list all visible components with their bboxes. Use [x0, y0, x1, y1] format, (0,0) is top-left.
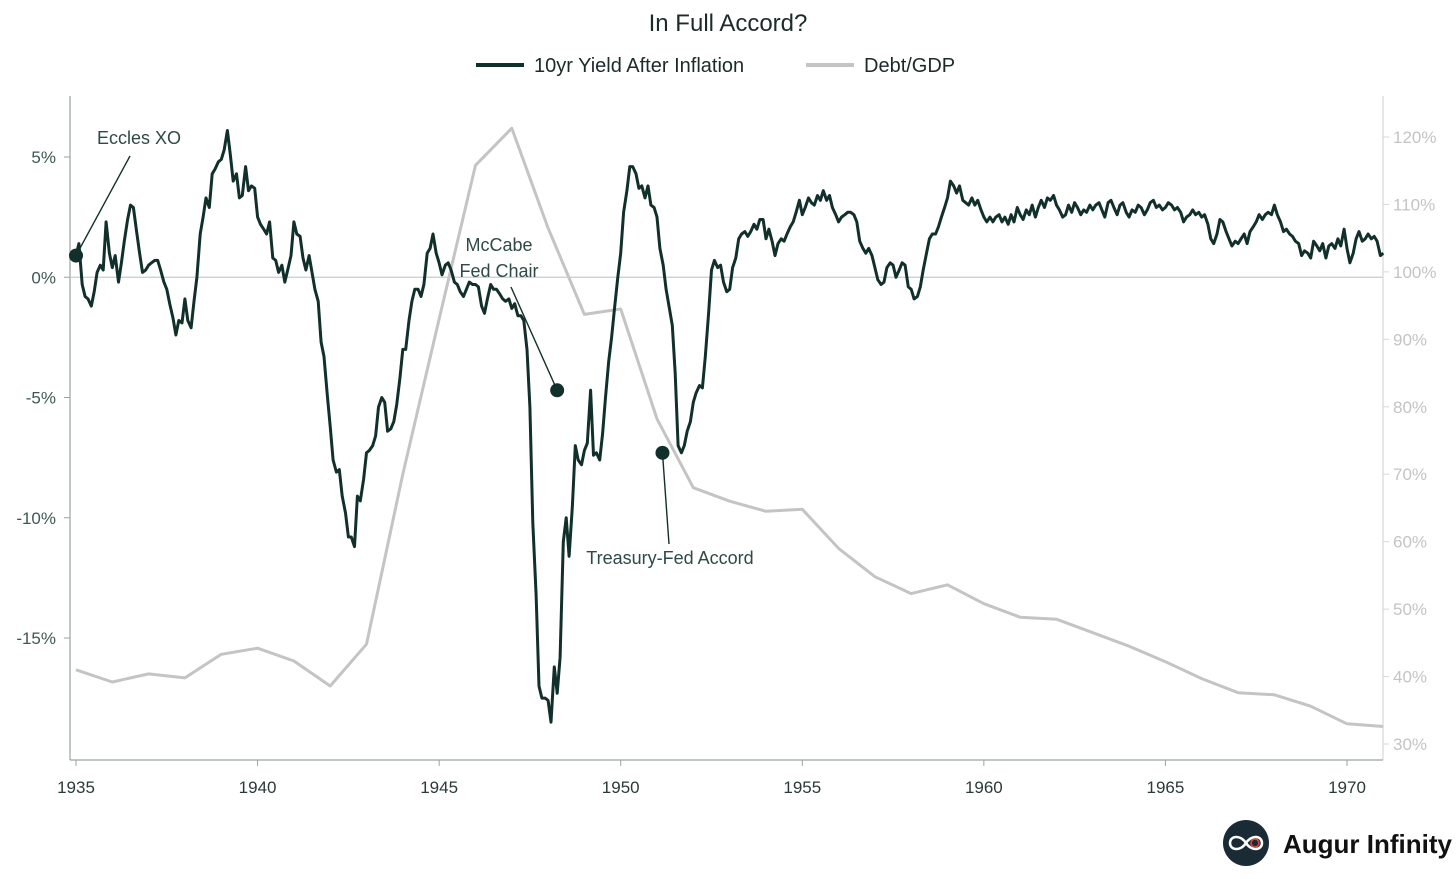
y-left-tick-label: -5%: [26, 389, 56, 408]
mccabe-fed-chair-label: McCabe: [465, 235, 532, 255]
x-tick-label: 1955: [783, 778, 821, 797]
y-left-tick-label: 5%: [31, 148, 56, 167]
yield-line: [74, 129, 1385, 724]
y-left-tick-label: -10%: [16, 509, 56, 528]
treasury-fed-accord-label: Treasury-Fed Accord: [586, 548, 753, 568]
y-right-tick-label: 40%: [1393, 668, 1427, 687]
x-tick-label: 1950: [602, 778, 640, 797]
debt-gdp-line: [75, 126, 1384, 728]
y-right-tick-label: 30%: [1393, 735, 1427, 754]
yield-series: [74, 129, 1385, 724]
infinity-icon-accent: [1250, 838, 1260, 848]
eccles-xo-marker: [69, 248, 83, 263]
y-right-tick-label: 70%: [1393, 465, 1427, 484]
x-tick-label: 1935: [57, 778, 95, 797]
y-left-tick-label: 0%: [31, 268, 56, 287]
mccabe-fed-chair-marker: [550, 383, 565, 398]
annotations: Eccles XO McCabe Fed Chair Treasury-Fed Acc…: [69, 128, 754, 568]
chart-title: In Full Accord?: [649, 10, 808, 37]
legend: 10yr Yield After Inflation Debt/GDP: [476, 55, 955, 77]
y-right-tick-label: 90%: [1393, 330, 1427, 349]
mccabe-fed-chair-leader: [510, 286, 558, 391]
y-right-tick-label: 50%: [1393, 600, 1427, 619]
mccabe-fed-chair-label: Fed Chair: [459, 261, 538, 281]
infinity-icon-glyph: [1228, 835, 1264, 851]
eccles-xo-leader: [75, 155, 131, 256]
legend-label-debt: Debt/GDP: [864, 55, 955, 77]
eccles-xo-label: Eccles XO: [97, 128, 181, 148]
y-right-tick-label: 80%: [1393, 398, 1427, 417]
x-tick-label: 1965: [1147, 778, 1185, 797]
treasury-fed-accord-leader: [661, 452, 670, 545]
x-tick-label: 1945: [420, 778, 458, 797]
x-tick-label: 1970: [1328, 778, 1366, 797]
x-tick-label: 1940: [239, 778, 277, 797]
brand-name: Augur Infinity: [1283, 829, 1453, 859]
y-left-tick-label: -15%: [16, 629, 56, 648]
debt-gdp-series: [75, 126, 1384, 728]
y-right-tick-label: 60%: [1393, 533, 1427, 552]
legend-label-yield: 10yr Yield After Inflation: [534, 55, 744, 77]
y-right-tick-label: 110%: [1393, 195, 1435, 214]
axes: 1935 1940 1945 1950 1955 1960 1965 1970 5% 0% -5% -…: [16, 96, 1436, 797]
x-tick-label: 1960: [965, 778, 1003, 797]
y-right-tick-label: 120%: [1393, 128, 1436, 147]
brand: Augur Infinity: [1223, 820, 1453, 866]
y-right-tick-label: 100%: [1393, 263, 1436, 282]
treasury-fed-accord-marker: [655, 445, 670, 460]
